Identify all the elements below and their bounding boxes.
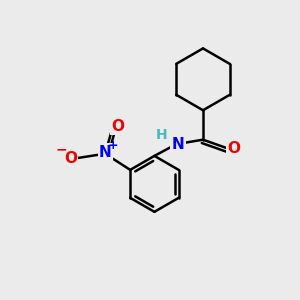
Text: −: − xyxy=(55,143,67,157)
Text: +: + xyxy=(108,139,119,152)
Text: N: N xyxy=(172,136,184,152)
Text: O: O xyxy=(227,141,240,156)
Text: O: O xyxy=(64,151,77,166)
Text: O: O xyxy=(111,119,124,134)
Text: N: N xyxy=(99,145,112,160)
Text: H: H xyxy=(156,128,168,142)
